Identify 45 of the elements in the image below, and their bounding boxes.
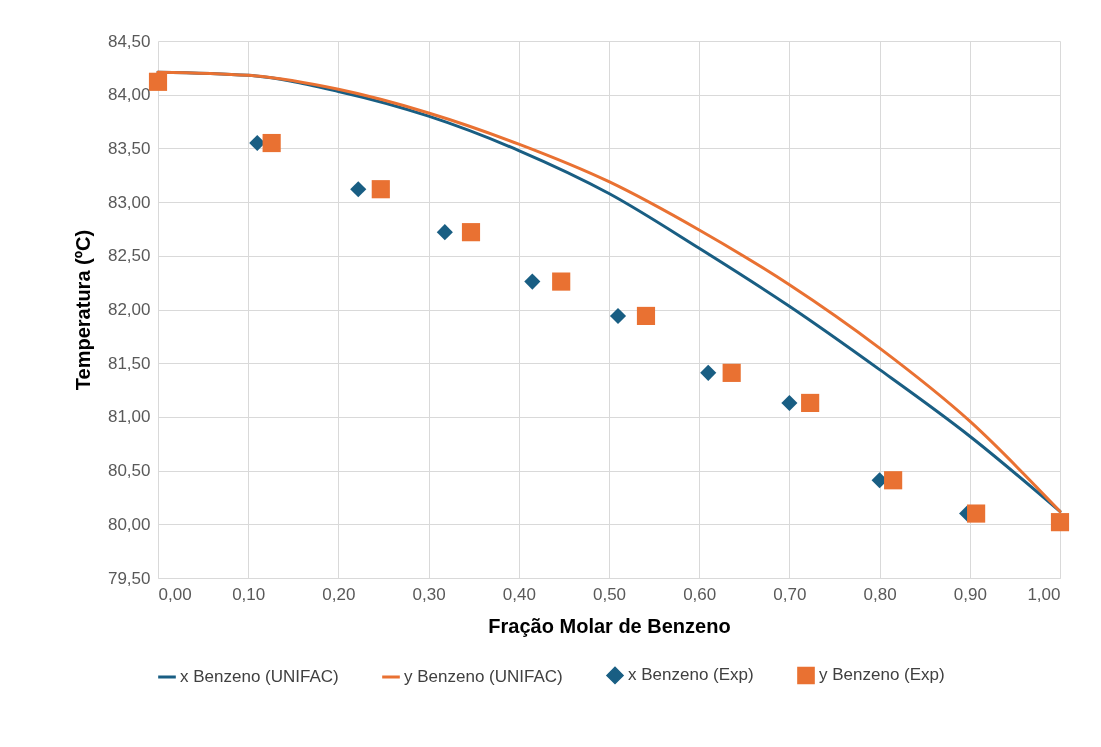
point — [148, 72, 168, 91]
x-tick-label: 0,50 — [592, 584, 627, 604]
point — [722, 363, 741, 382]
point — [700, 364, 717, 381]
x-tick-label: 0,70 — [773, 584, 807, 604]
y-tick-label: 81,00 — [107, 407, 151, 427]
point — [262, 133, 281, 153]
y-tick-label: 83,00 — [107, 192, 151, 212]
legend-label: y Benzeno (UNIFAC) — [404, 667, 563, 686]
x-tick-label: 0,90 — [953, 584, 987, 604]
point — [552, 272, 571, 291]
point — [524, 273, 541, 290]
x-tick-label: 0,30 — [412, 584, 446, 604]
legend-label: y Benzeno (Exp) — [819, 665, 945, 685]
y-tick-label: 80,00 — [107, 514, 151, 534]
legend-label: x Benzeno (UNIFAC) — [180, 667, 339, 686]
x-tick-label: 0,10 — [232, 584, 266, 604]
y-tick-label: 81,50 — [107, 353, 151, 373]
y-tick-label: 80,50 — [107, 461, 151, 481]
x-tick-label: 0,40 — [502, 584, 536, 604]
point — [371, 180, 390, 199]
y-tick-label: 79,50 — [107, 568, 151, 588]
point — [884, 471, 903, 490]
y-tick-label: 82,00 — [107, 300, 151, 319]
x-tick-label: 0,20 — [322, 584, 356, 604]
x-tick-label: 1,00 — [1027, 584, 1061, 604]
point — [350, 181, 367, 198]
x-tick-label: 0,80 — [863, 584, 897, 604]
point — [1050, 513, 1070, 532]
point — [636, 306, 656, 326]
point — [461, 223, 481, 242]
x-axis-title: Fração Molar de Benzeno — [488, 614, 731, 637]
y-tick-label: 84,00 — [107, 85, 151, 105]
point — [801, 393, 820, 413]
point — [436, 224, 453, 241]
y-tick-label: 84,50 — [107, 31, 151, 51]
y-tick-label: 82,50 — [107, 246, 151, 266]
x-tick-label: 0,60 — [683, 584, 717, 604]
legend-label: x Benzeno (Exp) — [628, 665, 754, 685]
y-tick-label: 83,50 — [107, 138, 151, 158]
y-axis-title: Temperatura (ºC) — [71, 229, 94, 391]
x-tick-label: 0,00 — [158, 584, 192, 604]
point — [967, 504, 986, 523]
point — [609, 307, 627, 325]
point — [781, 394, 798, 411]
